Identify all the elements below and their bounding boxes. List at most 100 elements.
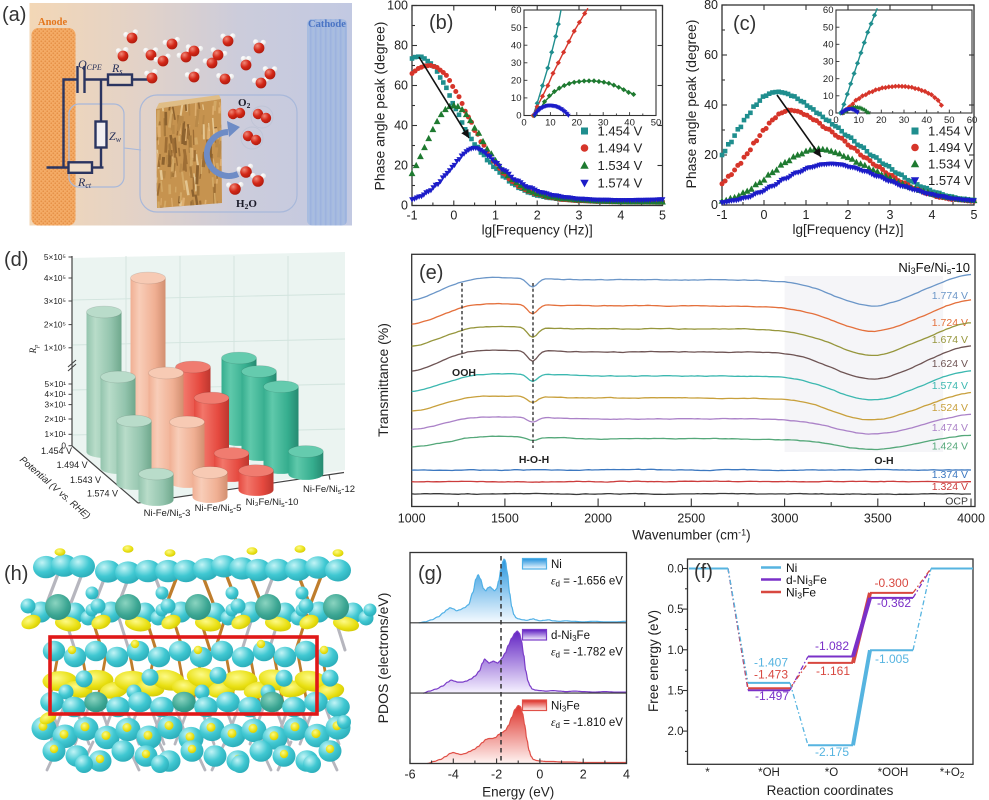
svg-text:-1.082: -1.082	[815, 639, 849, 653]
svg-text:(e): (e)	[419, 262, 443, 284]
svg-text:1.424 V: 1.424 V	[932, 441, 968, 453]
svg-text:10: 10	[511, 93, 522, 104]
svg-text:(g): (g)	[418, 563, 442, 585]
svg-text:0.0: 0.0	[668, 564, 684, 576]
svg-text:-6: -6	[404, 768, 415, 782]
svg-text:40: 40	[921, 115, 932, 126]
svg-text:1.543 V: 1.543 V	[70, 475, 101, 485]
svg-text:Wavenumber (cm-1): Wavenumber (cm-1)	[632, 528, 751, 543]
svg-text:1.574 V: 1.574 V	[932, 380, 968, 392]
svg-text:2500: 2500	[677, 512, 705, 526]
svg-text:5: 5	[971, 208, 978, 222]
svg-text:H-O-H: H-O-H	[519, 454, 549, 466]
svg-text:O2: O2	[238, 97, 251, 110]
svg-text:20: 20	[704, 148, 718, 162]
svg-text:-2.175: -2.175	[815, 745, 849, 759]
svg-text:100: 100	[387, 0, 408, 13]
svg-text:εd = -1.782 eV: εd = -1.782 eV	[551, 647, 623, 660]
svg-text:-0.300: -0.300	[874, 576, 908, 590]
svg-text:(h): (h)	[4, 563, 28, 585]
svg-text:50: 50	[823, 22, 834, 33]
svg-text:Reaction coordinates: Reaction coordinates	[767, 783, 894, 798]
svg-text:0: 0	[761, 208, 768, 222]
svg-text:2.0: 2.0	[668, 726, 684, 738]
svg-text:1.0: 1.0	[668, 645, 684, 657]
svg-text:60: 60	[511, 5, 522, 16]
svg-text:-1.005: -1.005	[875, 652, 909, 666]
svg-text:PDOS (electrons/eV): PDOS (electrons/eV)	[375, 593, 391, 724]
svg-text:1.474 V: 1.474 V	[932, 422, 968, 434]
svg-text:10: 10	[853, 115, 864, 126]
svg-text:(a): (a)	[2, 4, 26, 26]
svg-text:5: 5	[659, 209, 666, 223]
svg-text:Anode: Anode	[38, 17, 68, 28]
svg-text:Ni3Fe: Ni3Fe	[786, 585, 816, 600]
svg-text:20: 20	[572, 118, 583, 129]
svg-text:30: 30	[598, 118, 609, 129]
svg-text:0: 0	[833, 115, 838, 126]
svg-text:1.574 V: 1.574 V	[598, 176, 643, 191]
svg-text:2: 2	[580, 768, 587, 782]
svg-text:-1: -1	[716, 208, 727, 222]
svg-text:1500: 1500	[491, 512, 519, 526]
svg-text:60: 60	[704, 48, 718, 62]
svg-text:1.534 V: 1.534 V	[598, 158, 643, 173]
svg-text:1.374 V: 1.374 V	[932, 469, 968, 481]
svg-text:0: 0	[521, 118, 526, 129]
svg-text:1.454 V: 1.454 V	[598, 124, 643, 139]
svg-text:60: 60	[823, 5, 834, 16]
svg-text:Phase angle peak (degree): Phase angle peak (degree)	[372, 22, 388, 191]
svg-text:(f): (f)	[694, 561, 713, 583]
svg-text:Rs: Rs	[111, 61, 122, 76]
svg-text:-2: -2	[491, 768, 502, 782]
svg-text:Ni3Fe/Nis-10: Ni3Fe/Nis-10	[898, 260, 970, 276]
svg-text:1.5: 1.5	[668, 686, 684, 698]
svg-text:1.674 V: 1.674 V	[932, 334, 968, 346]
svg-text:4: 4	[623, 768, 630, 782]
svg-text:d-Ni3Fe: d-Ni3Fe	[551, 630, 590, 643]
svg-text:2×10⁵: 2×10⁵	[44, 319, 66, 329]
svg-text:50: 50	[511, 23, 522, 34]
svg-text:1.324 V: 1.324 V	[932, 481, 968, 493]
svg-text:Energy (eV): Energy (eV)	[482, 785, 554, 800]
svg-text:-1.473: -1.473	[754, 668, 788, 682]
svg-text:-0.362: -0.362	[877, 596, 911, 610]
svg-text:*O: *O	[825, 767, 838, 779]
svg-text:40: 40	[394, 119, 408, 133]
svg-text:(c): (c)	[733, 13, 756, 35]
svg-text:*OH: *OH	[758, 767, 780, 779]
svg-text:2: 2	[845, 208, 852, 222]
svg-text:1.624 V: 1.624 V	[932, 358, 968, 370]
svg-text:Ni₃Fe/Nis-10: Ni₃Fe/Nis-10	[246, 497, 299, 509]
svg-text:0: 0	[450, 209, 457, 223]
svg-text:3: 3	[576, 209, 583, 223]
svg-text:3500: 3500	[864, 512, 892, 526]
svg-text:1: 1	[803, 208, 810, 222]
svg-text:-4: -4	[448, 768, 459, 782]
svg-text:2: 2	[534, 209, 541, 223]
svg-text:0: 0	[711, 198, 718, 212]
svg-text:*OOH: *OOH	[878, 767, 909, 779]
svg-text:-1.407: -1.407	[754, 656, 788, 670]
svg-text:Ni3Fe: Ni3Fe	[551, 701, 580, 714]
svg-text:Ni: Ni	[786, 561, 797, 575]
svg-text:1.574 V: 1.574 V	[87, 489, 118, 499]
svg-text:60: 60	[967, 115, 978, 126]
svg-text:1: 1	[492, 209, 499, 223]
svg-text:Ni-Fe/Nis-3: Ni-Fe/Nis-3	[144, 508, 191, 520]
svg-text:4×10⁵: 4×10⁵	[44, 273, 66, 283]
svg-text:Phase angle peak (degree): Phase angle peak (degree)	[683, 20, 699, 189]
svg-text:Ni-Fe/Nis-5: Ni-Fe/Nis-5	[195, 503, 242, 515]
svg-text:60: 60	[394, 79, 408, 93]
svg-text:10: 10	[545, 118, 556, 129]
svg-text:20: 20	[511, 76, 522, 87]
svg-text:30: 30	[511, 58, 522, 69]
svg-text:1.774 V: 1.774 V	[932, 290, 968, 302]
svg-text:0: 0	[61, 441, 66, 451]
svg-text:3: 3	[887, 208, 894, 222]
svg-text:2000: 2000	[584, 512, 612, 526]
svg-text:1.724 V: 1.724 V	[932, 317, 968, 329]
svg-text:Cathode: Cathode	[308, 19, 346, 30]
svg-text:0: 0	[516, 111, 521, 122]
svg-text:30: 30	[899, 115, 910, 126]
